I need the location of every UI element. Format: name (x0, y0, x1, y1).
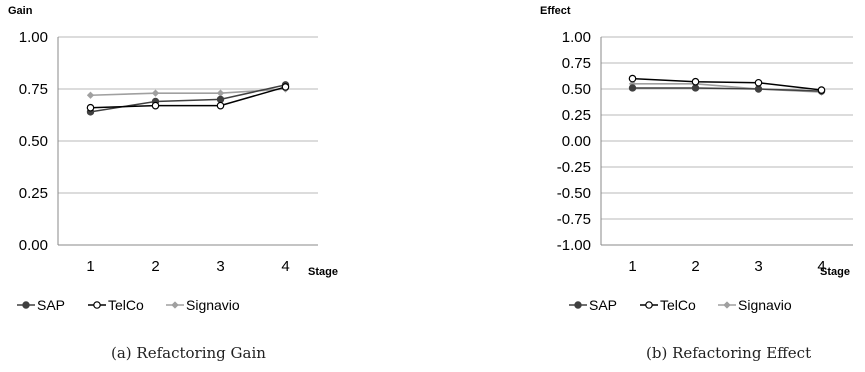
y-tick-label: -0.25 (557, 159, 591, 176)
legend-marker (574, 301, 582, 309)
series-telco (628, 74, 826, 94)
data-point (691, 84, 700, 92)
series-telco (86, 83, 290, 112)
data-point (216, 95, 225, 104)
legend-item-sap: SAP (17, 297, 65, 313)
data-point (628, 84, 637, 92)
series-sap (86, 81, 290, 116)
legend-label: Signavio (738, 297, 792, 313)
legend-marker (645, 301, 653, 309)
legend-item-sap: SAP (569, 297, 617, 313)
y-tick-label: -1.00 (557, 237, 591, 254)
y-tick-label: 0.25 (19, 185, 48, 202)
x-tick-label: 4 (817, 258, 825, 275)
y-tick-label: 0.50 (19, 133, 48, 150)
data-point (86, 91, 95, 99)
legend-label: SAP (37, 297, 65, 313)
series-line (90, 86, 286, 109)
data-point (817, 86, 826, 94)
y-tick-label: 0.50 (562, 81, 591, 98)
legend-marker (171, 301, 179, 309)
x-tick-label: 3 (754, 258, 762, 275)
legend-item-signavio: Signavio (718, 297, 792, 313)
legend-label: TelCo (660, 297, 696, 313)
legend-item-telco: TelCo (640, 297, 696, 313)
legend-item-signavio: Signavio (166, 297, 240, 313)
legend-item-telco: TelCo (88, 297, 144, 313)
legend-marker (93, 301, 101, 309)
y-axis-title: Effect (540, 5, 571, 17)
y-tick-label: 0.00 (19, 237, 48, 254)
x-tick-label: 3 (216, 258, 224, 275)
x-tick-label: 2 (151, 258, 159, 275)
y-tick-label: -0.75 (557, 211, 591, 228)
data-point (216, 101, 225, 110)
series-signavio (86, 85, 290, 99)
y-tick-label: 0.75 (19, 81, 48, 98)
x-tick-label: 1 (628, 258, 636, 275)
legend: SAP TelCo Signavio (17, 297, 240, 313)
data-point (216, 89, 225, 97)
legend-label: Signavio (186, 297, 240, 313)
legend: SAP TelCo Signavio (569, 297, 792, 313)
y-tick-label: 1.00 (19, 29, 48, 46)
legend-label: TelCo (108, 297, 144, 313)
x-tick-label: 2 (691, 258, 699, 275)
legend-marker (723, 301, 731, 309)
y-axis-title: Gain (8, 5, 33, 17)
data-point (691, 77, 700, 86)
y-tick-label: 0.75 (562, 55, 591, 72)
data-point (628, 74, 637, 83)
data-point (151, 101, 160, 110)
y-tick-label: -0.50 (557, 185, 591, 202)
series-sap (628, 84, 826, 95)
y-tick-label: 0.00 (562, 133, 591, 150)
legend-marker (22, 301, 30, 309)
chart-gain: Gain 0.00 0.25 0.50 0.75 1.00 1 2 3 4 Stage SAP TelC… (8, 5, 338, 362)
x-axis-title: Stage (308, 266, 338, 278)
caption: (a) Refactoring Gain (111, 344, 266, 362)
x-axis-title: Stage (820, 266, 850, 278)
data-point (151, 89, 160, 97)
data-point (754, 85, 763, 93)
chart-effect: Effect -1.00 -0.75 -0.50 -0.25 0.00 0.25 0.50 0.… (540, 5, 853, 362)
data-point (281, 83, 290, 91)
series-line (90, 88, 286, 97)
y-tick-label: 0.25 (562, 107, 591, 124)
x-tick-label: 4 (281, 258, 289, 275)
y-tick-label: 1.00 (562, 29, 591, 46)
caption: (b) Refactoring Effect (646, 344, 811, 362)
data-point (86, 103, 95, 112)
data-point (754, 78, 763, 87)
legend-label: SAP (589, 297, 617, 313)
series-line (632, 87, 822, 92)
series-line (632, 77, 822, 91)
x-tick-label: 1 (86, 258, 94, 275)
